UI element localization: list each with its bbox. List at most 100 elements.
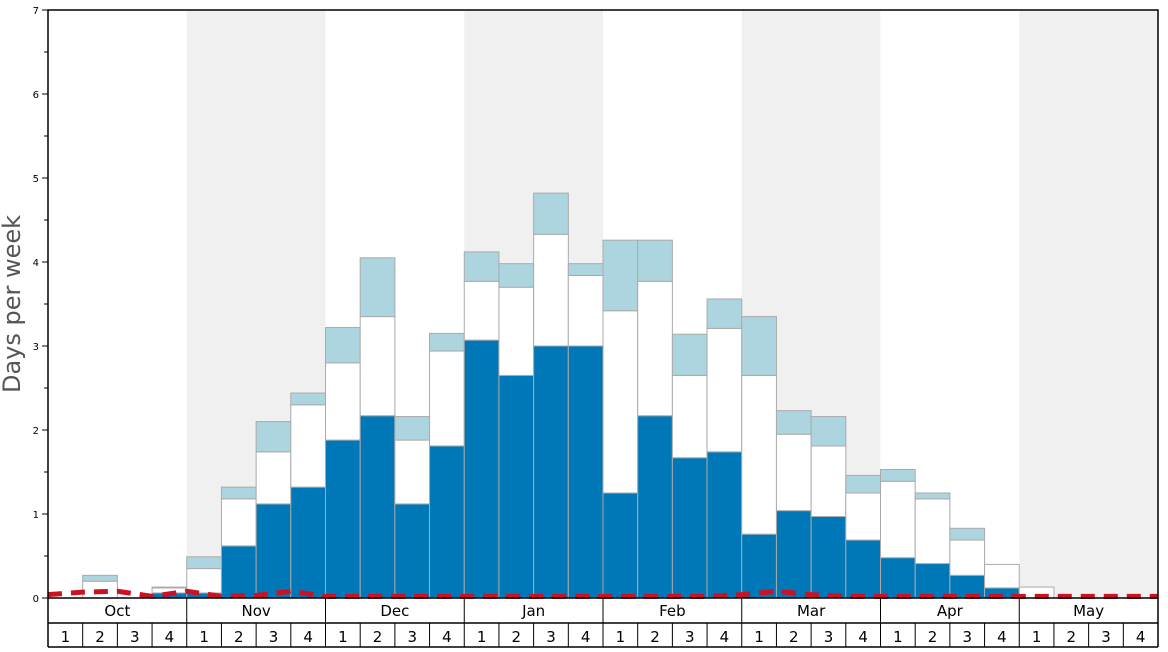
week-label: 4: [997, 628, 1007, 646]
month-label-dec: Dec: [380, 602, 409, 620]
month-label-may: May: [1073, 602, 1104, 620]
bar-middle: [429, 350, 465, 447]
bar-bottom: [255, 503, 292, 599]
bar-bottom: [220, 545, 257, 599]
bar-bottom: [359, 415, 396, 599]
bar-top: [671, 333, 708, 376]
bar-top: [359, 257, 396, 318]
bar-bottom: [602, 492, 639, 599]
bar-top: [845, 474, 881, 494]
bar-middle: [637, 280, 673, 417]
week-label: 3: [269, 628, 279, 646]
week-label: 1: [616, 628, 626, 646]
bar-top: [82, 574, 118, 582]
dashed-series-line: [47, 588, 1158, 599]
bar-middle: [810, 445, 847, 518]
bar-top: [810, 416, 847, 447]
bar-bottom: [810, 516, 847, 599]
bar-middle: [706, 327, 743, 453]
week-label: 4: [303, 628, 313, 646]
bar-middle: [567, 274, 604, 347]
bars-layer: [82, 192, 1055, 599]
week-label: 4: [720, 628, 730, 646]
axes-layer: Days per week 0 1 2 3 4 5 6 7: [0, 6, 1159, 605]
week-label: 4: [442, 628, 452, 646]
bar-top: [429, 332, 465, 352]
week-label: 4: [1136, 628, 1146, 646]
bar-middle: [186, 568, 222, 594]
week-label: 1: [338, 628, 348, 646]
bar-bottom: [429, 445, 465, 599]
bar-bottom: [325, 439, 361, 599]
bar-middle: [359, 316, 396, 417]
bar-middle: [984, 563, 1020, 589]
month-label-oct: Oct: [104, 602, 130, 620]
bar-top: [706, 298, 743, 329]
week-label: 4: [581, 628, 591, 646]
week-label: 3: [962, 628, 972, 646]
bar-bottom: [741, 533, 777, 599]
week-label: 1: [893, 628, 903, 646]
bar-top: [394, 416, 431, 441]
bar-bottom: [775, 510, 812, 599]
bar-top: [463, 251, 500, 282]
bar-middle: [463, 280, 500, 341]
week-label: 1: [1032, 628, 1042, 646]
bar-bottom: [463, 339, 500, 599]
bar-top: [220, 486, 257, 500]
y-tick-label: 2: [33, 426, 39, 437]
bar-middle: [602, 310, 639, 494]
month-label-nov: Nov: [241, 602, 270, 620]
y-tick-label: 7: [33, 6, 39, 17]
week-label: 1: [199, 628, 209, 646]
bar-top: [151, 586, 188, 589]
bar-bottom: [290, 486, 326, 599]
week-label: 1: [754, 628, 764, 646]
bar-bottom: [845, 539, 881, 599]
bar-top: [637, 239, 673, 282]
y-axis-label: Days per week: [0, 215, 26, 393]
bar-middle: [325, 362, 361, 441]
bar-bottom: [706, 451, 743, 599]
bar-top: [186, 556, 222, 570]
week-label: 4: [858, 628, 868, 646]
week-label: 2: [650, 628, 660, 646]
bar-bottom: [533, 345, 569, 599]
bar-middle: [255, 451, 292, 505]
week-label: 3: [824, 628, 834, 646]
bar-top: [775, 410, 812, 435]
bar-top: [290, 392, 326, 406]
dashed-line-layer: [47, 588, 1158, 599]
month-label-feb: Feb: [659, 602, 686, 620]
bar-bottom: [637, 415, 673, 599]
bar-top: [602, 239, 639, 312]
week-label: 3: [685, 628, 695, 646]
week-label: 2: [1067, 628, 1077, 646]
bar-top: [567, 263, 604, 276]
bar-middle: [775, 433, 812, 512]
y-tick-label: 6: [33, 90, 39, 101]
bar-middle: [914, 498, 951, 565]
bar-bottom: [567, 345, 604, 599]
bar-top: [325, 327, 361, 364]
bar-middle: [290, 404, 326, 488]
bar-bottom: [914, 563, 951, 599]
week-label: 3: [546, 628, 556, 646]
week-label: 2: [373, 628, 383, 646]
bar-middle: [741, 374, 777, 535]
month-label-jan: Jan: [521, 602, 545, 620]
week-label: 2: [234, 628, 244, 646]
week-label: 1: [61, 628, 71, 646]
bar-top: [880, 468, 916, 482]
x-axis-table: Oct 1 2 3 4 Nov 1 2 3 4 Dec 1 2 3 4 Jan 1 2 3 4 Feb 1 2 3 4 Mar 1 2…: [47, 598, 1159, 648]
week-label: 2: [928, 628, 938, 646]
bar-middle: [845, 492, 881, 541]
bar-top: [741, 316, 777, 376]
y-tick-label: 1: [33, 510, 39, 521]
y-tick-label: 5: [33, 174, 39, 185]
week-label: 2: [512, 628, 522, 646]
bar-top: [255, 421, 292, 453]
bar-middle: [671, 374, 708, 459]
